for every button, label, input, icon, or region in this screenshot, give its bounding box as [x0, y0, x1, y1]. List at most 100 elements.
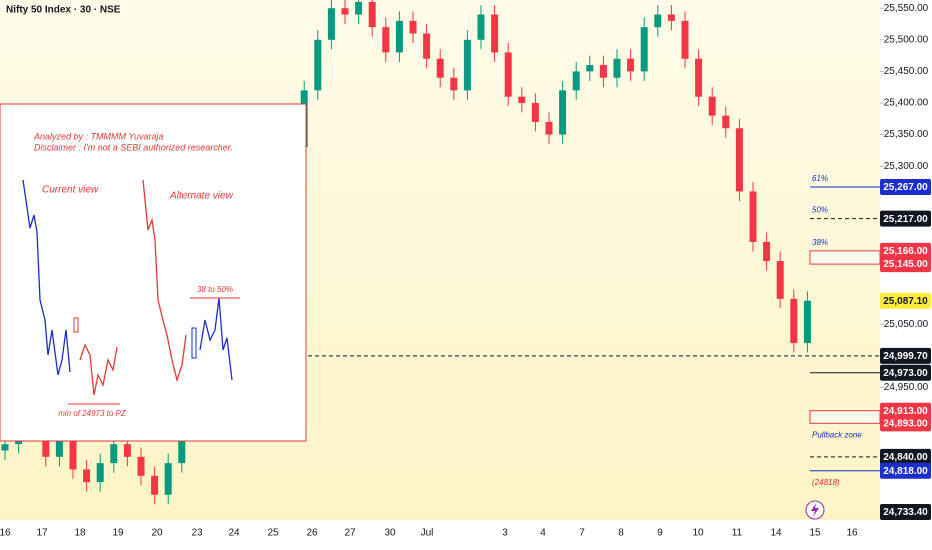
- candle-body: [137, 456, 145, 476]
- price-badge-label: 24,840.00: [883, 452, 928, 463]
- candle-body: [395, 20, 403, 53]
- current-view-path: [79, 343, 118, 396]
- alternate-view-drop: [142, 179, 187, 383]
- price-badge: [880, 402, 931, 419]
- x-tick-label: 20: [151, 528, 163, 539]
- price-badge: [880, 504, 931, 520]
- y-tick-label: 25,400.00: [884, 98, 929, 109]
- candle-body: [640, 27, 648, 72]
- price-badge: [880, 462, 931, 479]
- level-zone: [809, 410, 881, 424]
- candle-body: [463, 39, 471, 91]
- candle-body: [790, 298, 798, 344]
- x-tick-label: 16: [0, 528, 11, 539]
- candle-body: [55, 437, 63, 457]
- y-tick-label: 24,950.00: [884, 382, 929, 393]
- x-tick-label: 11: [732, 528, 743, 539]
- candle-body: [735, 128, 743, 192]
- level-zone: [809, 250, 881, 265]
- candle-body: [96, 463, 104, 483]
- x-tick-label: 30: [384, 528, 396, 539]
- candle-body: [355, 1, 363, 15]
- price-badge: [880, 415, 931, 432]
- level-note: Pullback zone: [812, 430, 862, 439]
- candle-body: [613, 58, 621, 78]
- level-note: 38%: [812, 238, 828, 247]
- candle-body: [708, 96, 716, 116]
- x-tick-label: 26: [306, 528, 318, 539]
- candle-body: [69, 437, 77, 470]
- x-tick-label: 15: [809, 528, 821, 539]
- alert-bolt: [811, 503, 819, 517]
- time-axis: [0, 520, 932, 550]
- candle-body: [599, 65, 607, 78]
- level-note: 50%: [812, 206, 828, 215]
- level-note: 61%: [812, 174, 828, 183]
- candle-body: [151, 475, 159, 495]
- x-tick-label: 7: [579, 528, 585, 539]
- candle-body: [123, 444, 131, 457]
- candle-body: [667, 14, 675, 21]
- price-badge: [880, 179, 931, 196]
- candle-body: [327, 8, 335, 40]
- candle-body: [436, 58, 444, 78]
- price-badge: [880, 292, 931, 309]
- x-tick-label: 18: [74, 528, 86, 539]
- x-tick-label: 25: [267, 528, 279, 539]
- candle-body: [83, 469, 91, 483]
- disclaimer: Disclaimer : I'm not a SEBI authorized r…: [34, 142, 233, 152]
- y-tick-label: 25,550.00: [884, 3, 929, 14]
- y-tick-label: 25,050.00: [884, 319, 929, 330]
- candle-body: [763, 241, 771, 261]
- price-badge-label: 24,973.00: [883, 368, 928, 379]
- candle-body: [776, 260, 784, 299]
- candle-body: [654, 14, 662, 28]
- candle-body: [1, 444, 9, 451]
- candle-body: [382, 27, 390, 53]
- price-badge-label: 24,999.70: [883, 351, 928, 362]
- candle-body: [164, 463, 172, 495]
- x-tick-label: 9: [657, 528, 663, 539]
- annotation-frame: [0, 103, 307, 442]
- x-tick-label: 3: [502, 528, 508, 539]
- candle-body: [450, 77, 458, 91]
- x-tick-label: 8: [618, 528, 624, 539]
- alternate-view-path: [199, 297, 233, 381]
- current-view-drop: [22, 179, 71, 376]
- candle-body: [42, 431, 50, 457]
- x-tick-label: 19: [112, 528, 124, 539]
- alternate-view-box: [191, 327, 197, 359]
- x-tick-label: 27: [344, 528, 356, 539]
- candle-body: [409, 20, 417, 34]
- price-badge-label: 25,267.00: [883, 182, 928, 193]
- candle-body: [559, 90, 567, 135]
- current-view-box: [73, 317, 79, 333]
- candle-body: [477, 14, 485, 40]
- x-tick-label: 4: [540, 528, 546, 539]
- price-badge: [880, 210, 931, 227]
- candle-body: [368, 1, 376, 28]
- candle-body: [423, 33, 431, 59]
- min-note: min of 24973 to PZ: [58, 409, 127, 418]
- price-badge: [880, 242, 931, 259]
- candle-body: [572, 71, 580, 91]
- candle-body: [722, 115, 730, 129]
- alternate-view-label: Alternate view: [169, 191, 234, 202]
- target-note: 38 to 50%: [197, 285, 233, 294]
- level-note: (24818): [812, 478, 840, 487]
- y-tick-label: 25,350.00: [884, 129, 929, 140]
- candle-body: [314, 39, 322, 91]
- price-badge: [880, 448, 931, 465]
- x-tick-label: 16: [846, 528, 858, 539]
- x-tick-label: 17: [36, 528, 48, 539]
- candle-body: [803, 300, 811, 344]
- price-badge-label: 24,893.00: [883, 418, 928, 429]
- candle-body: [681, 20, 689, 59]
- x-tick-label: 14: [770, 528, 782, 539]
- candle-body: [110, 444, 118, 464]
- price-badge-label: 25,217.00: [883, 214, 928, 225]
- price-badge-label: 25,087.10: [883, 296, 928, 307]
- chart-title: Nifty 50 Index · 30 · NSE: [6, 5, 121, 16]
- candle-body: [491, 14, 499, 53]
